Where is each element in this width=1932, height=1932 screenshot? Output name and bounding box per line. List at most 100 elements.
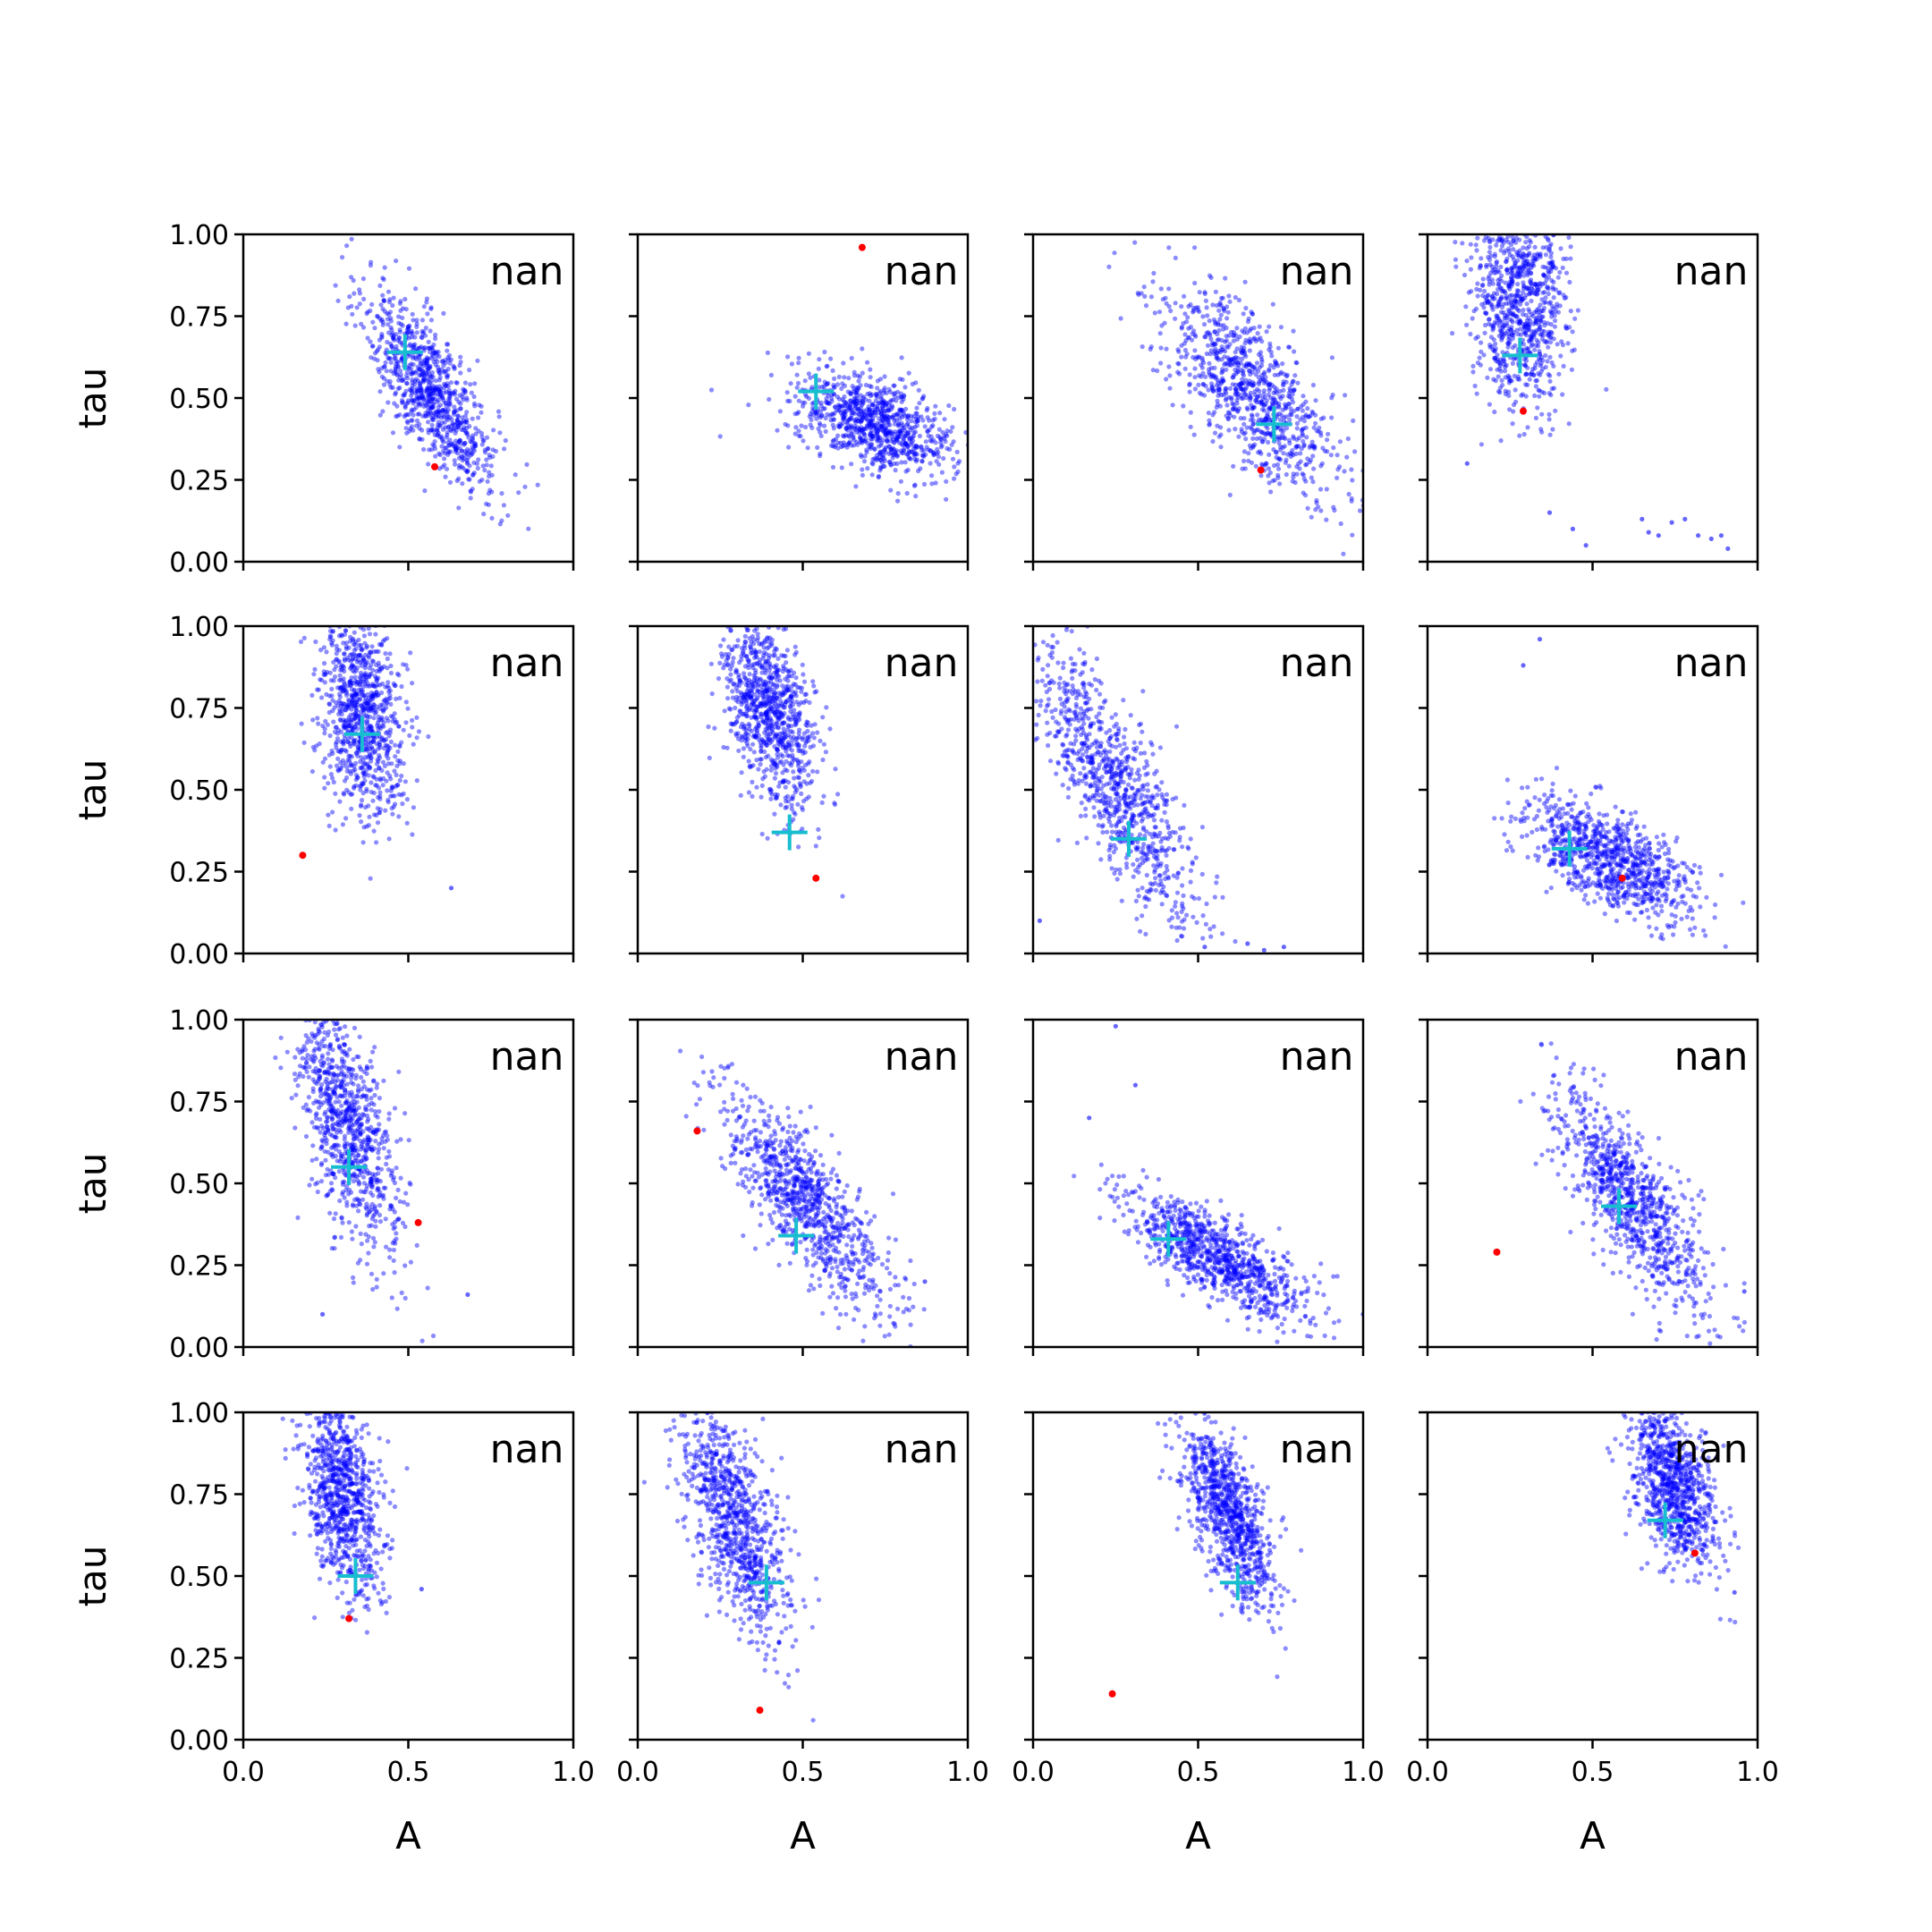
sample-point: [391, 336, 396, 342]
sample-point: [779, 734, 784, 741]
sample-point: [388, 385, 394, 390]
sample-point: [843, 425, 850, 430]
sample-point: [1506, 301, 1512, 306]
sample-point: [1258, 354, 1264, 360]
sample-point: [1493, 355, 1498, 360]
sample-point: [890, 397, 896, 402]
sample-point: [353, 668, 359, 674]
sample-point: [875, 434, 880, 439]
sample-point: [1249, 309, 1254, 315]
sample-point: [388, 325, 394, 330]
sample-point: [1500, 324, 1505, 329]
sample-point: [418, 360, 423, 366]
sample-point: [1242, 341, 1248, 346]
sample-point: [759, 736, 765, 742]
sample-point: [445, 342, 451, 347]
sample-point: [341, 683, 346, 690]
sample-point: [339, 663, 344, 668]
sample-point: [1218, 381, 1224, 386]
sample-point: [360, 647, 365, 652]
sample-point: [382, 265, 387, 270]
sample-point: [744, 713, 750, 719]
sample-point: [447, 394, 453, 400]
sample-point: [367, 672, 372, 677]
sample-point: [799, 423, 804, 428]
sample-point: [1236, 382, 1241, 388]
sample-point: [854, 399, 860, 404]
sample-point: [893, 429, 898, 435]
sample-point: [1239, 350, 1244, 355]
sample-point: [765, 725, 770, 731]
sample-point: [859, 438, 864, 444]
sample-point: [1181, 403, 1186, 409]
sample-point: [831, 411, 836, 417]
sample-point: [1513, 274, 1519, 279]
sample-point: [767, 665, 774, 670]
sample-point: [883, 446, 888, 452]
sample-point: [407, 386, 412, 392]
sample-points: [1106, 240, 1363, 556]
sample-point: [326, 693, 333, 699]
sample-point: [421, 360, 427, 366]
sample-point: [1510, 312, 1515, 318]
sample-point: [1275, 345, 1281, 351]
sample-point: [1267, 362, 1273, 368]
sample-point: [1250, 311, 1256, 317]
sample-point: [1511, 310, 1516, 316]
sample-point: [728, 707, 733, 712]
sample-point: [767, 705, 774, 710]
sample-point: [754, 655, 759, 660]
sample-point: [1479, 256, 1484, 261]
sample-point: [1517, 433, 1522, 438]
sample-point: [384, 716, 389, 721]
sample-point: [497, 521, 503, 527]
sample-point: [409, 335, 414, 340]
sample-point: [789, 806, 794, 812]
sample-point: [395, 360, 401, 366]
sample-point: [462, 440, 468, 445]
sample-point: [741, 674, 747, 680]
sample-point: [445, 373, 450, 378]
sample-point: [351, 642, 357, 648]
sample-point: [1260, 462, 1266, 468]
sample-point: [1273, 361, 1278, 367]
sample-point: [410, 388, 415, 394]
sample-point: [392, 711, 397, 716]
sample-point: [1513, 303, 1518, 309]
sample-point: [352, 738, 357, 743]
sample-point: [1496, 323, 1503, 328]
sample-point: [357, 696, 362, 701]
sample-point: [347, 753, 353, 758]
sample-point: [884, 400, 889, 405]
sample-point: [773, 733, 778, 739]
sample-point: [423, 411, 428, 416]
sample-point: [1498, 296, 1504, 301]
sample-point: [874, 425, 879, 430]
sample-point: [343, 687, 348, 692]
sample-point: [1207, 418, 1212, 423]
sample-point: [447, 402, 453, 407]
sample-point: [864, 417, 869, 422]
sample-point: [1498, 438, 1504, 444]
sample-point: [762, 701, 767, 707]
sample-point: [1546, 417, 1552, 422]
sample-point: [807, 699, 812, 706]
sample-point: [894, 436, 899, 441]
sample-point: [777, 409, 784, 414]
sample-point: [335, 756, 341, 761]
sample-point: [853, 484, 859, 489]
sample-point: [1291, 453, 1296, 458]
sample-point: [801, 438, 806, 444]
sample-point: [354, 708, 360, 714]
sample-point: [374, 648, 379, 655]
sample-point: [1274, 450, 1279, 455]
sample-point: [905, 420, 911, 427]
sample-point: [1464, 258, 1470, 264]
sample-point: [852, 386, 857, 392]
sample-point: [1546, 291, 1551, 297]
sample-point: [1251, 326, 1257, 331]
sample-point: [888, 398, 894, 403]
sample-point: [1510, 254, 1515, 259]
sample-point: [466, 477, 471, 482]
sample-point: [368, 339, 373, 344]
